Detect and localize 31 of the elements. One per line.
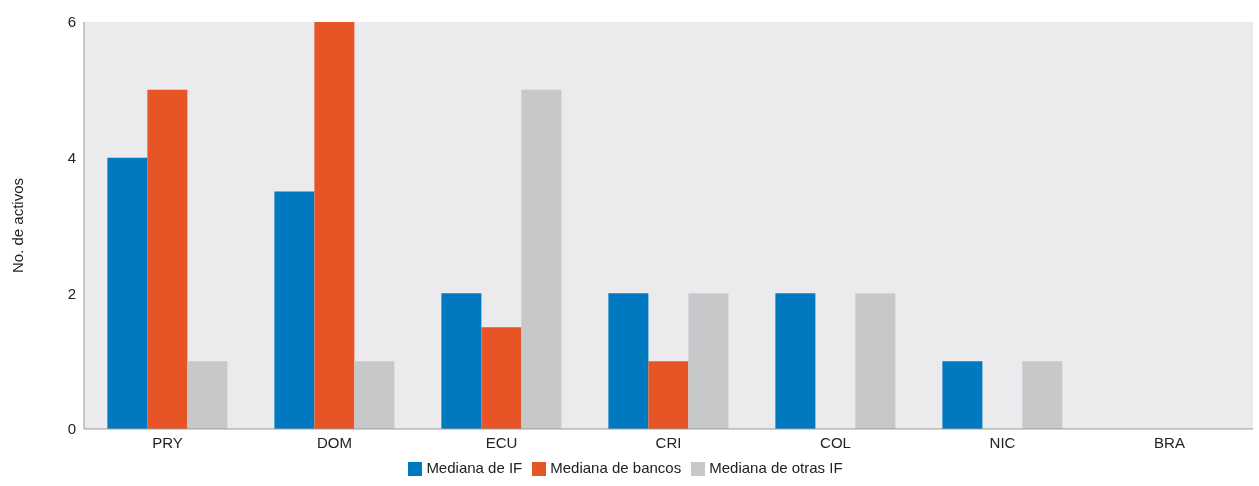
bar xyxy=(775,293,816,429)
bar xyxy=(648,361,689,429)
legend-label: Mediana de bancos xyxy=(550,458,682,476)
bar xyxy=(274,191,315,429)
x-tick-label: NIC xyxy=(989,433,1016,451)
bar xyxy=(187,361,228,429)
legend-label: Mediana de otras IF xyxy=(709,458,843,476)
y-axis-title: No. de activos xyxy=(9,177,27,274)
x-tick-label: BRA xyxy=(1154,433,1185,451)
legend-label: Mediana de IF xyxy=(426,458,523,476)
bar xyxy=(521,89,562,429)
bar xyxy=(855,293,896,429)
bar xyxy=(688,293,729,429)
bar xyxy=(942,361,983,429)
bar xyxy=(481,327,522,429)
x-tick-label: COL xyxy=(820,433,851,451)
bar xyxy=(1022,361,1063,429)
x-tick-label: ECU xyxy=(485,433,518,451)
x-tick-label: PRY xyxy=(152,433,183,451)
y-tick-label: 6 xyxy=(67,13,76,31)
bar xyxy=(354,361,395,429)
y-tick-label: 4 xyxy=(67,148,76,166)
x-tick-label: DOM xyxy=(317,433,352,451)
bar xyxy=(147,89,188,429)
y-tick-label: 0 xyxy=(67,420,76,438)
x-tick-label: CRI xyxy=(655,433,682,451)
y-tick-label: 2 xyxy=(67,284,76,302)
bar xyxy=(441,293,482,429)
bar xyxy=(314,22,355,429)
bar xyxy=(107,157,148,429)
bar xyxy=(608,293,649,429)
